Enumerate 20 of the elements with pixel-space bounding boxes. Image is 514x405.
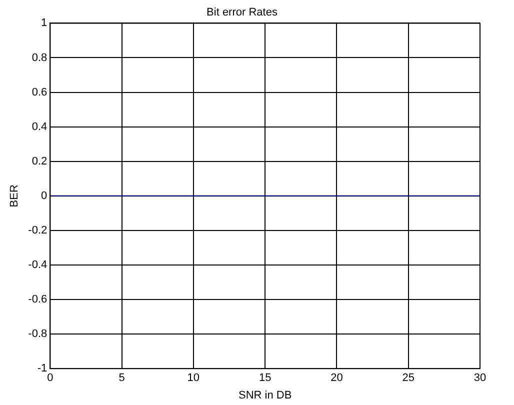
x-tick-label: 30 bbox=[474, 372, 486, 384]
chart-title: Bit error Rates bbox=[206, 6, 278, 19]
x-tick-label: 10 bbox=[187, 372, 200, 384]
x-tick-label: 15 bbox=[258, 372, 272, 384]
y-tick-label: 0.6 bbox=[32, 86, 48, 98]
y-tick-label: -0.6 bbox=[28, 294, 48, 306]
y-tick-label: 0 bbox=[41, 190, 48, 202]
y-tick-label: 0.2 bbox=[32, 155, 48, 168]
y-tick-label: -0.4 bbox=[28, 259, 48, 272]
y-tick-label: -0.8 bbox=[28, 328, 48, 340]
y-tick-label: 0.4 bbox=[32, 120, 48, 133]
x-tick-label: 25 bbox=[402, 372, 414, 384]
y-axis-title: BER bbox=[8, 184, 21, 208]
y-tick-label: 0.8 bbox=[32, 52, 48, 64]
x-axis-title: SNR in DB bbox=[238, 389, 292, 402]
x-tick-label: 5 bbox=[118, 372, 125, 384]
y-tick-label: -0.2 bbox=[28, 224, 48, 236]
x-tick-label: 20 bbox=[330, 372, 343, 384]
y-tick-label: 1 bbox=[41, 17, 48, 30]
y-tick-label: -1 bbox=[37, 362, 48, 375]
